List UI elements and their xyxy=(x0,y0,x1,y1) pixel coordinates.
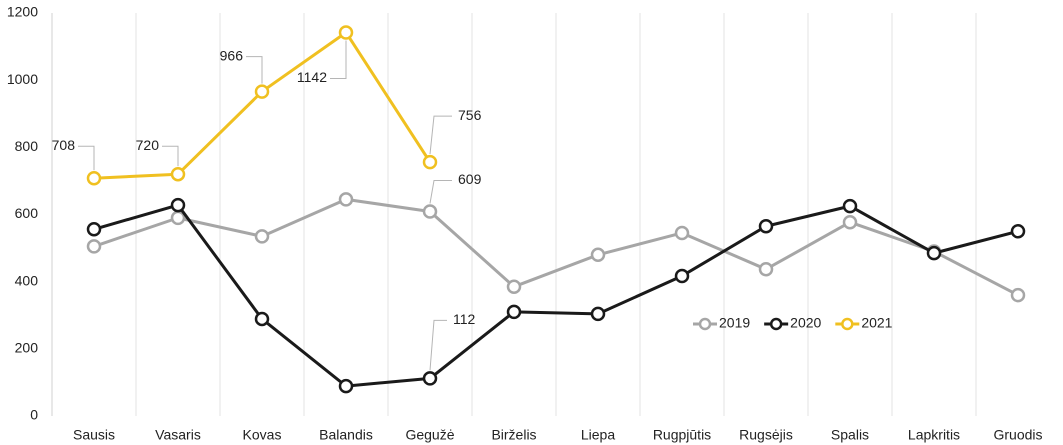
point xyxy=(506,279,522,294)
point xyxy=(338,378,354,394)
y-tick-label: 200 xyxy=(15,340,39,356)
point xyxy=(254,84,270,99)
x-tick-label: Rugpjūtis xyxy=(653,427,711,443)
data-label: 966 xyxy=(220,47,244,63)
label-leader xyxy=(429,115,452,155)
label-leader xyxy=(78,145,95,171)
point xyxy=(170,197,186,213)
point xyxy=(86,239,102,254)
legend-label: 2020 xyxy=(790,315,821,331)
point xyxy=(422,204,438,219)
data-label: 720 xyxy=(136,137,160,153)
point xyxy=(254,311,270,327)
point xyxy=(1010,287,1026,303)
point xyxy=(338,25,354,40)
label-leader xyxy=(246,56,263,84)
point xyxy=(422,154,438,170)
point xyxy=(590,247,606,263)
data-label: 756 xyxy=(458,107,482,123)
x-tick-label: Sausis xyxy=(73,427,115,443)
point xyxy=(422,371,438,386)
point xyxy=(590,306,606,322)
x-tick-label: Spalis xyxy=(831,427,869,443)
point xyxy=(926,245,942,261)
legend-marker xyxy=(698,317,712,331)
y-tick-label: 0 xyxy=(30,407,38,423)
series-line xyxy=(93,197,1019,297)
y-tick-label: 1200 xyxy=(7,4,38,20)
point xyxy=(86,222,102,237)
point xyxy=(506,304,522,320)
x-tick-label: Gegužė xyxy=(405,427,454,443)
label-leader xyxy=(429,319,447,371)
x-tick-label: Kovas xyxy=(243,427,282,443)
x-tick-label: Liepa xyxy=(581,427,615,443)
data-label: 609 xyxy=(458,171,482,187)
series-line xyxy=(93,30,432,180)
point xyxy=(338,192,354,207)
legend-marker xyxy=(769,317,783,331)
data-label: 112 xyxy=(453,311,476,327)
point xyxy=(170,210,186,226)
label-leader xyxy=(429,179,452,204)
point xyxy=(842,214,858,230)
series-line xyxy=(93,203,1019,388)
legend-label: 2021 xyxy=(861,315,892,331)
y-tick-label: 800 xyxy=(15,138,39,154)
y-tick-label: 1000 xyxy=(7,71,38,87)
point xyxy=(86,170,102,186)
point xyxy=(758,261,774,277)
point xyxy=(1010,224,1026,239)
legend-marker xyxy=(841,317,854,331)
x-tick-label: Rugsėjis xyxy=(739,427,793,443)
label-leader xyxy=(162,145,179,167)
y-tick-label: 600 xyxy=(15,205,39,221)
x-tick-label: Lapkritis xyxy=(908,427,960,443)
y-tick-label: 400 xyxy=(15,272,39,288)
point xyxy=(674,268,690,284)
point xyxy=(842,198,858,214)
label-leader xyxy=(330,40,347,79)
point xyxy=(674,225,690,241)
x-tick-label: Birželis xyxy=(491,427,536,443)
x-tick-label: Vasaris xyxy=(155,427,201,443)
point xyxy=(254,229,270,244)
legend-label: 2019 xyxy=(719,315,750,331)
x-tick-label: Gruodis xyxy=(993,427,1042,443)
point xyxy=(170,166,186,182)
x-tick-label: Balandis xyxy=(319,427,373,443)
point xyxy=(758,219,774,234)
data-label: 708 xyxy=(52,137,76,153)
data-label: 1142 xyxy=(297,69,327,85)
